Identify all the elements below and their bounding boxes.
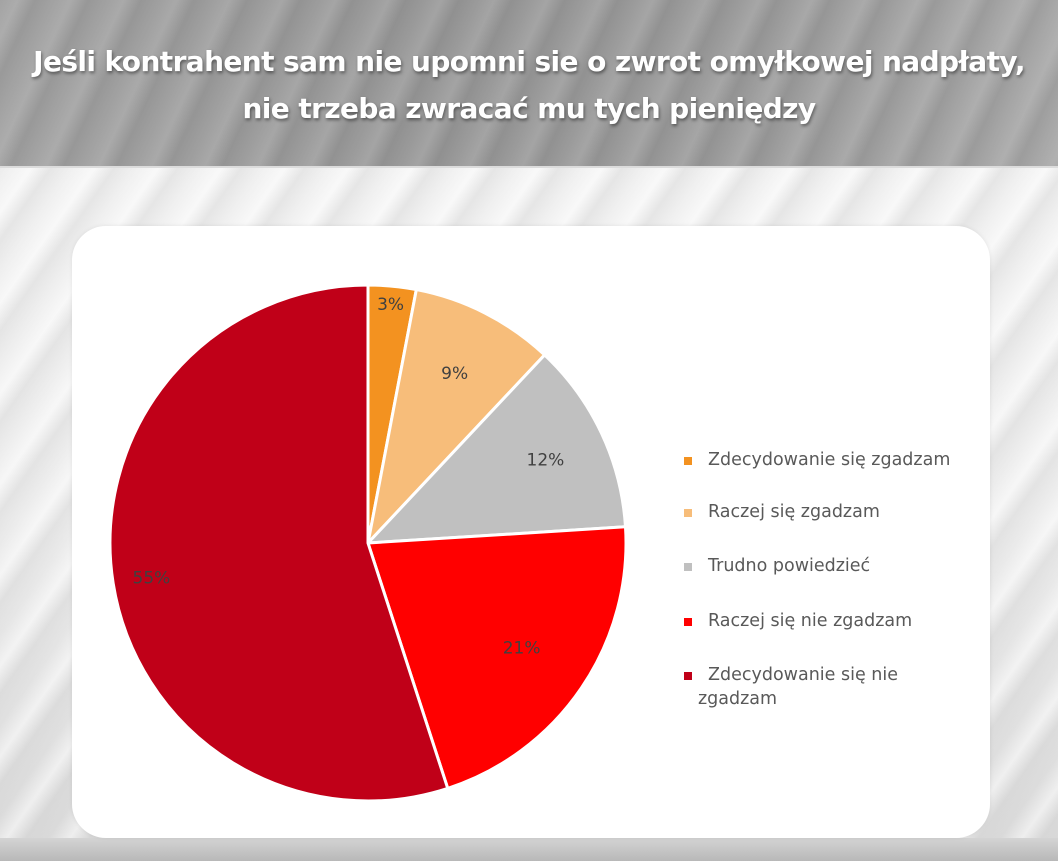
bottom-shade	[0, 838, 1058, 861]
legend-item-rather-agree: Raczej się zgadzam	[684, 500, 974, 554]
pie-chart: 3% 9% 12% 21% 55%	[108, 283, 628, 803]
pie-slice-strongly-disagree	[108, 283, 450, 803]
pie-slice-hard-to-say	[366, 353, 627, 545]
legend-label: Zdecydowanie się zgadzam	[708, 450, 951, 470]
header-banner: Jeśli kontrahent sam nie upomni sie o zw…	[0, 0, 1058, 168]
legend-label: Raczej się zgadzam	[708, 502, 880, 522]
legend-swatch-icon	[684, 563, 692, 571]
slice-label-strongly-disagree: 55%	[133, 568, 171, 588]
chart-card: 3% 9% 12% 21% 55% Zdecydowanie się zgadzam R…	[72, 226, 990, 838]
pie-slice-rather-disagree	[366, 525, 628, 790]
legend-label: Raczej się nie zgadzam	[708, 611, 913, 631]
legend-label: Trudno powiedzieć	[708, 556, 871, 576]
chart-title: Jeśli kontrahent sam nie upomni sie o zw…	[33, 45, 1025, 125]
legend-item-strongly-disagree: Zdecydowanie się nie zgadzam	[684, 663, 974, 715]
legend-swatch-icon	[684, 457, 692, 465]
slice-label-rather-disagree: 21%	[503, 638, 541, 658]
slice-label-rather-agree: 9%	[441, 364, 468, 384]
slice-label-strongly-agree: 3%	[377, 295, 404, 315]
legend: Zdecydowanie się zgadzam Raczej się zgad…	[684, 448, 974, 715]
legend-item-strongly-agree: Zdecydowanie się zgadzam	[684, 448, 974, 500]
pie-slice-rather-agree	[366, 288, 547, 545]
legend-label: Zdecydowanie się nie zgadzam	[698, 665, 899, 709]
legend-swatch-icon	[684, 509, 692, 517]
legend-swatch-icon	[684, 672, 692, 680]
legend-item-rather-disagree: Raczej się nie zgadzam	[684, 609, 974, 663]
legend-swatch-icon	[684, 618, 692, 626]
legend-item-hard-to-say: Trudno powiedzieć	[684, 554, 974, 609]
slice-label-hard-to-say: 12%	[527, 451, 565, 471]
